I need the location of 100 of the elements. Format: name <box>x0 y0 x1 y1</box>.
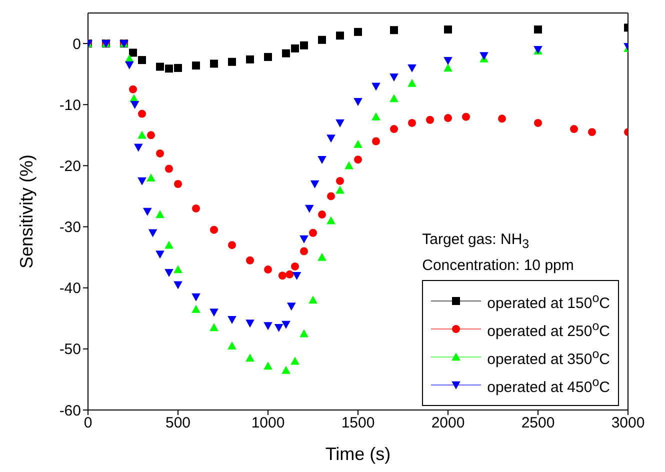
x-tick-label: 1000 <box>251 414 285 432</box>
point <box>408 78 416 87</box>
point <box>300 41 308 50</box>
point <box>309 228 317 237</box>
point <box>444 57 452 66</box>
point <box>138 177 146 186</box>
point <box>344 161 354 170</box>
legend-label: operated at 150$^{o}$C <box>487 290 610 314</box>
y-tick-label: -40 <box>59 280 81 298</box>
point <box>336 32 344 40</box>
point <box>444 114 452 122</box>
point <box>274 324 284 332</box>
point <box>318 156 326 164</box>
point <box>300 329 308 338</box>
x-tick-label: 3000 <box>611 414 645 432</box>
point <box>246 320 254 328</box>
point <box>165 164 173 173</box>
point <box>588 128 596 136</box>
point <box>156 250 164 259</box>
legend-label: operated at 350$^{o}$C <box>487 346 610 370</box>
point <box>246 55 254 64</box>
point <box>327 192 335 200</box>
point <box>264 362 272 370</box>
point <box>534 118 542 127</box>
point <box>282 366 290 374</box>
point <box>192 304 200 313</box>
point <box>130 101 140 110</box>
point <box>310 180 320 188</box>
point <box>291 262 299 270</box>
point <box>336 119 344 128</box>
point <box>164 240 174 249</box>
point <box>156 62 164 71</box>
point <box>210 323 218 332</box>
point <box>444 64 452 72</box>
point <box>318 252 326 261</box>
point <box>138 130 146 139</box>
point <box>336 176 344 185</box>
x-tick-label: 2000 <box>431 414 465 432</box>
point <box>192 293 200 302</box>
point <box>246 256 254 264</box>
point <box>134 144 143 152</box>
point <box>372 112 380 120</box>
point <box>354 156 362 164</box>
annotation: Concentration: 10 ppm <box>422 257 574 274</box>
point <box>278 272 286 280</box>
point <box>264 266 272 274</box>
y-axis-title: Sensitivity (%) <box>16 154 36 269</box>
point <box>354 140 362 148</box>
point <box>174 180 182 188</box>
point <box>292 272 302 280</box>
point <box>354 28 362 36</box>
point <box>300 235 308 244</box>
point <box>192 62 200 70</box>
point <box>390 94 398 102</box>
point <box>228 58 236 66</box>
point <box>498 114 506 123</box>
x-tick-label: 1500 <box>341 414 375 432</box>
point <box>146 174 156 182</box>
point <box>408 118 416 127</box>
point <box>290 356 300 365</box>
point <box>354 98 362 106</box>
point <box>174 64 182 72</box>
point <box>444 25 452 34</box>
point <box>125 61 134 70</box>
point <box>192 204 200 212</box>
point <box>228 341 236 350</box>
point <box>336 186 344 194</box>
point <box>390 125 398 134</box>
x-tick-label: 0 <box>84 414 92 432</box>
point <box>534 25 542 34</box>
point <box>210 226 218 234</box>
legend-label: operated at 450$^{o}$C <box>487 374 610 398</box>
point <box>372 137 380 146</box>
point <box>156 210 164 218</box>
point <box>326 134 336 143</box>
point <box>143 208 152 216</box>
point <box>286 270 294 278</box>
point <box>129 48 137 57</box>
point <box>426 116 434 124</box>
point <box>462 112 470 121</box>
point <box>282 49 290 58</box>
x-axis-title: Time (s) <box>325 444 391 464</box>
point <box>148 229 158 238</box>
point <box>570 125 578 134</box>
point <box>372 82 380 91</box>
point <box>210 308 218 317</box>
point <box>228 241 236 250</box>
point <box>165 64 173 73</box>
point <box>138 56 146 64</box>
point <box>408 64 416 72</box>
point <box>326 216 336 224</box>
y-tick-label: -50 <box>59 341 81 358</box>
point <box>174 265 182 274</box>
point <box>174 281 182 290</box>
point <box>318 210 326 219</box>
y-tick-label: 0 <box>72 36 81 53</box>
point <box>129 85 137 94</box>
point <box>264 52 272 61</box>
point <box>210 60 218 68</box>
x-tick-label: 500 <box>165 414 191 432</box>
